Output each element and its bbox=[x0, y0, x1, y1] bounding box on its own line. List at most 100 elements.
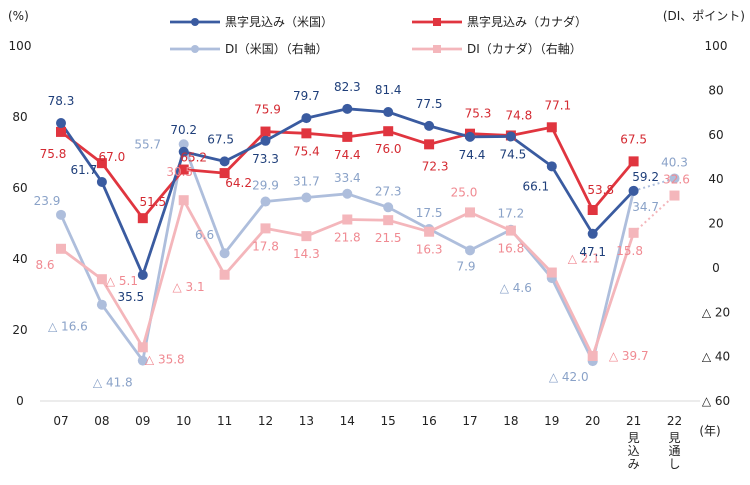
data-label-ca_di: △ 3.1 bbox=[173, 280, 205, 294]
x-tick-note-char: 込 bbox=[628, 444, 640, 458]
point-ca_profit bbox=[219, 168, 230, 179]
data-label-us_profit: 82.3 bbox=[334, 80, 361, 94]
data-label-us_profit: 79.7 bbox=[293, 89, 320, 103]
point-us_di bbox=[465, 245, 475, 256]
point-us_profit bbox=[465, 131, 475, 142]
data-label-ca_profit: 65.2 bbox=[180, 151, 207, 165]
right-tick-label: 40 bbox=[708, 172, 723, 186]
data-label-us_di: △ 41.8 bbox=[93, 376, 133, 390]
point-us_di bbox=[219, 248, 230, 259]
series-markers bbox=[56, 103, 680, 367]
point-ca_profit bbox=[56, 126, 66, 137]
data-label-us_profit: 66.1 bbox=[522, 179, 549, 193]
point-ca_profit bbox=[628, 156, 639, 167]
x-tick-label: 21 bbox=[626, 414, 641, 428]
data-label-ca_profit: 67.5 bbox=[620, 132, 647, 146]
left-tick-label: 80 bbox=[12, 110, 27, 124]
right-tick-label: △ 40 bbox=[702, 350, 730, 364]
x-tick-note-char: み bbox=[628, 457, 640, 471]
left-axis-unit: (%) bbox=[8, 9, 29, 23]
data-label-ca_profit: 74.8 bbox=[506, 108, 533, 122]
point-us_profit bbox=[219, 156, 230, 167]
point-ca_di bbox=[424, 226, 435, 237]
point-ca_di bbox=[137, 342, 148, 353]
right-axis-unit: (DI、ポイント) bbox=[663, 9, 745, 23]
data-label-us_di: 34.7 bbox=[632, 200, 659, 214]
data-label-ca_profit: 51.5 bbox=[139, 195, 166, 209]
data-label-us_di: 23.9 bbox=[34, 194, 61, 208]
data-label-us_profit: 61.7 bbox=[71, 163, 98, 177]
x-tick-label: 22 bbox=[667, 414, 682, 428]
data-labels: 23.9 △ 16.6 △ 41.8 55.7 6.6 29.9 31.7 33.4 27.3 1… bbox=[34, 80, 690, 390]
point-us_profit bbox=[56, 118, 66, 129]
point-us_di bbox=[260, 196, 271, 207]
point-ca_profit bbox=[546, 122, 557, 133]
data-label-us_di: 17.5 bbox=[416, 206, 443, 220]
point-ca_profit bbox=[424, 139, 435, 150]
legend: 黒字見込み（米国） 黒字見込み（カナダ） DI（米国）（右軸） DI（カナダ）（右軸） bbox=[170, 14, 587, 56]
data-label-us_profit: 59.2 bbox=[632, 170, 659, 184]
point-ca_di bbox=[260, 223, 271, 234]
point-us_profit bbox=[178, 146, 189, 157]
data-label-ca_di: 21.8 bbox=[334, 231, 361, 245]
data-label-ca_di: 17.8 bbox=[252, 239, 279, 253]
x-tick-label: 17 bbox=[462, 414, 477, 428]
point-us_di bbox=[301, 192, 312, 203]
x-tick-note-char: し bbox=[668, 457, 680, 471]
point-ca_profit bbox=[260, 126, 271, 137]
point-us_profit bbox=[546, 161, 557, 172]
data-label-ca_di: △ 5.1 bbox=[106, 274, 138, 288]
right-tick-label: 80 bbox=[708, 83, 723, 97]
x-axis-unit: (年) bbox=[699, 424, 720, 438]
point-ca_di bbox=[546, 267, 557, 278]
data-label-us_di: 29.9 bbox=[252, 179, 279, 193]
x-tick-label: 16 bbox=[421, 414, 436, 428]
x-tick-label: 18 bbox=[503, 414, 518, 428]
point-ca_di bbox=[56, 243, 66, 254]
data-label-ca_profit: 75.3 bbox=[465, 107, 492, 121]
data-label-us_profit: 74.5 bbox=[500, 148, 527, 162]
point-ca_di bbox=[383, 215, 394, 226]
point-ca_profit bbox=[587, 205, 598, 216]
point-us_profit bbox=[505, 131, 516, 142]
x-tick-label: 13 bbox=[299, 414, 314, 428]
point-us_di bbox=[178, 139, 189, 150]
point-ca_profit bbox=[178, 164, 189, 175]
point-ca_profit bbox=[342, 131, 353, 142]
data-label-us_di: 7.9 bbox=[456, 259, 475, 273]
point-ca_di bbox=[96, 274, 107, 285]
legend-marker-ca_profit bbox=[433, 18, 441, 26]
left-tick-label: 20 bbox=[12, 323, 27, 337]
axes: (%) (DI、ポイント) 0 20 40 60 80 100 △ 60 △ 40 △ 20 0 20 4… bbox=[8, 9, 745, 471]
legend-marker-us_di bbox=[191, 45, 199, 53]
data-label-ca_profit: 74.4 bbox=[334, 148, 361, 162]
data-label-ca_profit: 77.1 bbox=[544, 98, 571, 112]
point-ca_di bbox=[465, 207, 475, 218]
series-projection-us_di bbox=[633, 177, 675, 192]
right-tick-label: △ 20 bbox=[702, 305, 730, 319]
point-ca_di bbox=[219, 269, 230, 280]
point-ca_di bbox=[669, 190, 680, 201]
point-us_profit bbox=[628, 185, 639, 196]
data-label-ca_di: 16.8 bbox=[498, 242, 525, 256]
point-ca_profit bbox=[301, 128, 312, 139]
legend-marker-us_profit bbox=[191, 18, 199, 26]
right-tick-label: 20 bbox=[708, 217, 723, 231]
point-us_profit bbox=[260, 135, 271, 146]
point-us_profit bbox=[137, 269, 148, 280]
left-tick-label: 60 bbox=[12, 181, 27, 195]
data-label-ca_di: 25.0 bbox=[451, 185, 478, 199]
point-ca_profit bbox=[96, 158, 107, 169]
data-label-us_di: △ 4.6 bbox=[500, 281, 532, 295]
data-label-ca_profit: 53.8 bbox=[587, 183, 614, 197]
data-label-ca_profit: 72.3 bbox=[422, 159, 449, 173]
point-ca_profit bbox=[137, 213, 148, 224]
data-label-ca_di: △ 35.8 bbox=[145, 352, 185, 366]
data-label-ca_di: 21.5 bbox=[375, 231, 402, 245]
data-label-us_profit: 81.4 bbox=[375, 83, 402, 97]
legend-label-us_di: DI（米国）（右軸） bbox=[225, 41, 328, 56]
data-label-us_di: 31.7 bbox=[293, 175, 320, 189]
point-ca_di bbox=[178, 195, 189, 206]
right-tick-label: 60 bbox=[708, 128, 723, 142]
